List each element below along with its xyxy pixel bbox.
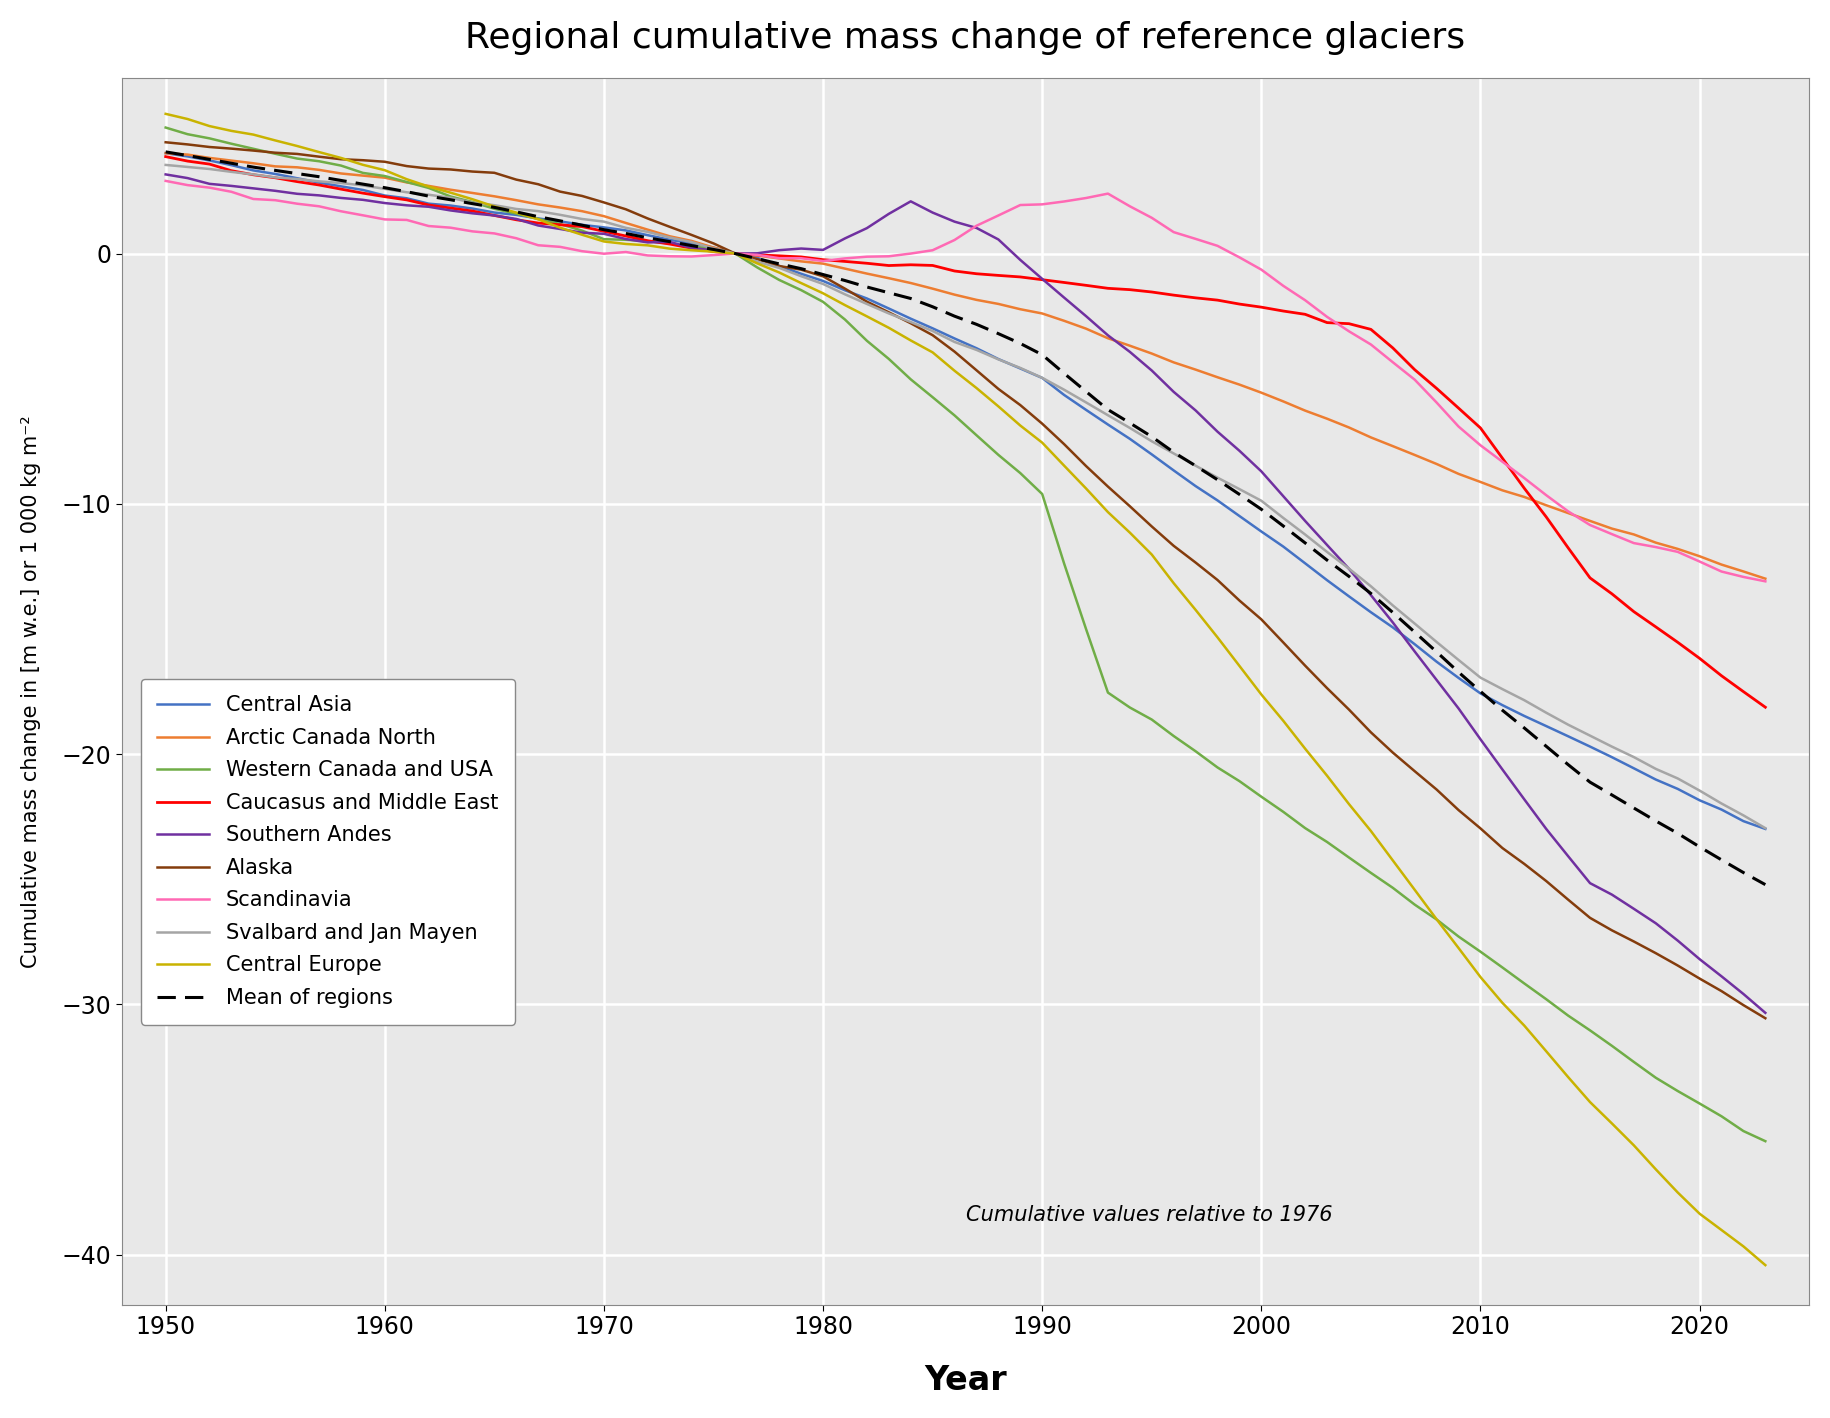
X-axis label: Year: Year [924,1364,1006,1397]
Title: Regional cumulative mass change of reference glaciers: Regional cumulative mass change of refer… [465,21,1466,55]
Y-axis label: Cumulative mass change in [m w.e.] or 1 000 kg m⁻²: Cumulative mass change in [m w.e.] or 1 … [20,415,40,968]
Text: Cumulative values relative to 1976: Cumulative values relative to 1976 [966,1205,1332,1225]
Legend: Central Asia, Arctic Canada North, Western Canada and USA, Caucasus and Middle E: Central Asia, Arctic Canada North, Weste… [141,679,516,1025]
